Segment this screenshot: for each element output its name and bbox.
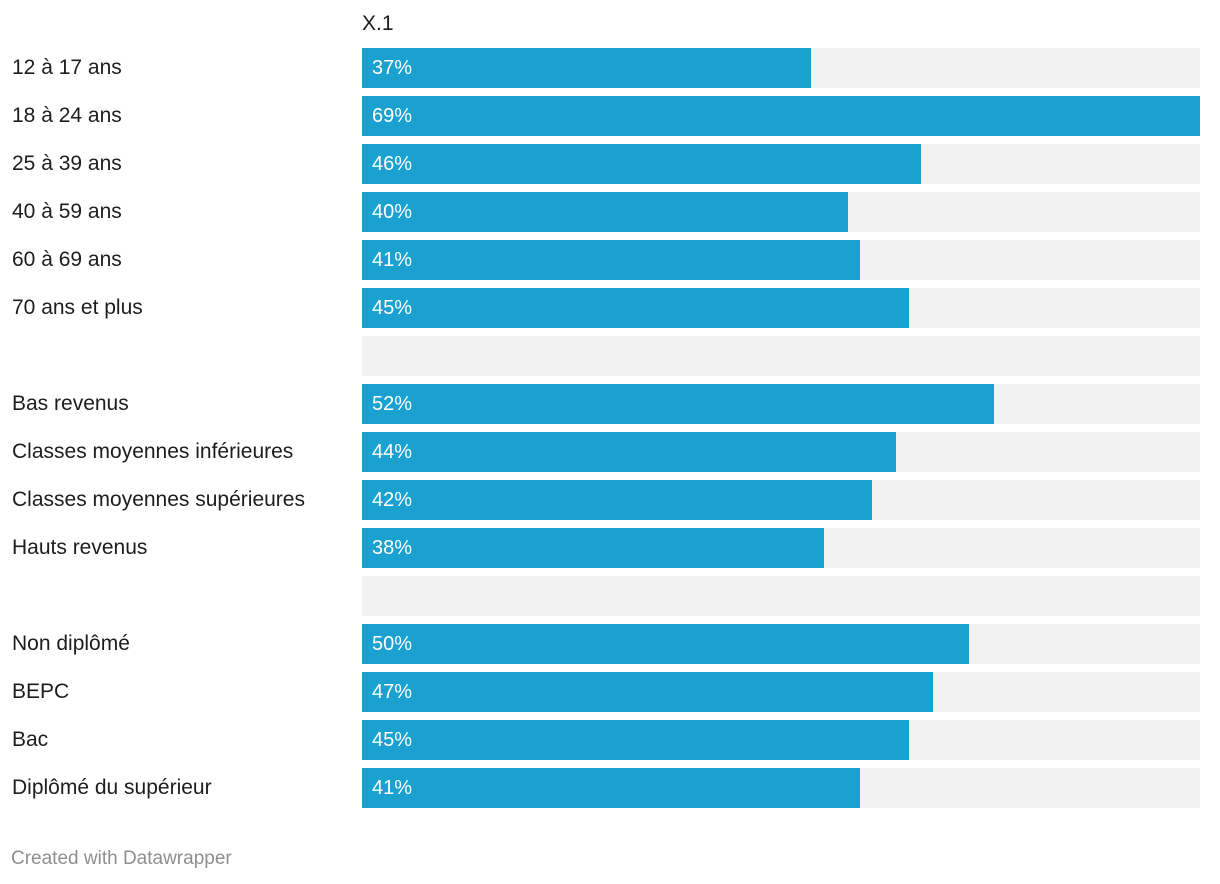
bar-value-label: 52% bbox=[372, 393, 413, 415]
credit-text: Created with Datawrapper bbox=[11, 848, 232, 869]
spacer-row bbox=[0, 336, 1220, 376]
bar-row: 18 à 24 ans 69% bbox=[0, 96, 1220, 136]
bar-value-label: 47% bbox=[372, 681, 413, 703]
category-label: Bac bbox=[12, 728, 49, 751]
bar-track: 38% bbox=[362, 528, 1200, 568]
bar: 38% bbox=[362, 528, 824, 568]
bar-value-label: 45% bbox=[372, 297, 413, 319]
bar-track: 45% bbox=[362, 720, 1200, 760]
bar-value-label: 50% bbox=[372, 633, 413, 655]
bar-track bbox=[362, 336, 1200, 376]
category-label: Diplômé du supérieur bbox=[12, 776, 212, 799]
bar: 41% bbox=[362, 240, 860, 280]
bar-row: 12 à 17 ans 37% bbox=[0, 48, 1220, 88]
bar: 45% bbox=[362, 720, 909, 760]
bar: 52% bbox=[362, 384, 994, 424]
bar-value-label: 45% bbox=[372, 729, 413, 751]
series-header: X.1 bbox=[362, 12, 394, 35]
bar-row: Diplômé du supérieur 41% bbox=[0, 768, 1220, 808]
bar-value-label: 40% bbox=[372, 201, 413, 223]
bar: 37% bbox=[362, 48, 811, 88]
bar-value-label: 69% bbox=[372, 105, 413, 127]
bar-row: 40 à 59 ans 40% bbox=[0, 192, 1220, 232]
bar-value-label: 44% bbox=[372, 441, 413, 463]
bar: 40% bbox=[362, 192, 848, 232]
spacer-row bbox=[0, 576, 1220, 616]
category-label: Bas revenus bbox=[12, 392, 129, 415]
category-label: Non diplômé bbox=[12, 632, 130, 655]
category-label: 40 à 59 ans bbox=[12, 200, 122, 223]
bar-track: 42% bbox=[362, 480, 1200, 520]
category-label: 70 ans et plus bbox=[12, 296, 143, 319]
category-label: 12 à 17 ans bbox=[12, 56, 122, 79]
bar-track bbox=[362, 576, 1200, 616]
bar: 44% bbox=[362, 432, 896, 472]
bar-row: 70 ans et plus 45% bbox=[0, 288, 1220, 328]
bar-value-label: 38% bbox=[372, 537, 413, 559]
category-label: Hauts revenus bbox=[12, 536, 148, 559]
bar-track: 69% bbox=[362, 96, 1200, 136]
bar: 42% bbox=[362, 480, 872, 520]
bar-track: 45% bbox=[362, 288, 1200, 328]
bar-track: 37% bbox=[362, 48, 1200, 88]
bar-track: 40% bbox=[362, 192, 1200, 232]
category-label: Classes moyennes supérieures bbox=[12, 488, 305, 511]
category-label: 60 à 69 ans bbox=[12, 248, 122, 271]
bar-row: BEPC 47% bbox=[0, 672, 1220, 712]
bar-row: Classes moyennes inférieures 44% bbox=[0, 432, 1220, 472]
bar-track: 41% bbox=[362, 240, 1200, 280]
bar-chart: 12 à 17 ans 37% 18 à 24 ans 69% 25 à 39 ans 4… bbox=[0, 48, 1220, 816]
category-label: Classes moyennes inférieures bbox=[12, 440, 294, 463]
bar-value-label: 46% bbox=[372, 153, 413, 175]
bar-track: 44% bbox=[362, 432, 1200, 472]
bar-track: 46% bbox=[362, 144, 1200, 184]
bar-row: 25 à 39 ans 46% bbox=[0, 144, 1220, 184]
category-label: BEPC bbox=[12, 680, 70, 703]
bar-row: Hauts revenus 38% bbox=[0, 528, 1220, 568]
bar-track: 41% bbox=[362, 768, 1200, 808]
bar-row: Classes moyennes supérieures 42% bbox=[0, 480, 1220, 520]
category-label: 18 à 24 ans bbox=[12, 104, 122, 127]
bar: 46% bbox=[362, 144, 921, 184]
bar-row: Bas revenus 52% bbox=[0, 384, 1220, 424]
bar: 69% bbox=[362, 96, 1200, 136]
bar-row: 60 à 69 ans 41% bbox=[0, 240, 1220, 280]
bar-row: Bac 45% bbox=[0, 720, 1220, 760]
bar: 50% bbox=[362, 624, 969, 664]
bar-track: 47% bbox=[362, 672, 1200, 712]
bar-track: 52% bbox=[362, 384, 1200, 424]
bar: 45% bbox=[362, 288, 909, 328]
bar-value-label: 41% bbox=[372, 777, 413, 799]
bar: 41% bbox=[362, 768, 860, 808]
category-label: 25 à 39 ans bbox=[12, 152, 122, 175]
bar: 47% bbox=[362, 672, 933, 712]
bar-value-label: 37% bbox=[372, 57, 413, 79]
bar-value-label: 41% bbox=[372, 249, 413, 271]
bar-row: Non diplômé 50% bbox=[0, 624, 1220, 664]
bar-value-label: 42% bbox=[372, 489, 413, 511]
bar-track: 50% bbox=[362, 624, 1200, 664]
